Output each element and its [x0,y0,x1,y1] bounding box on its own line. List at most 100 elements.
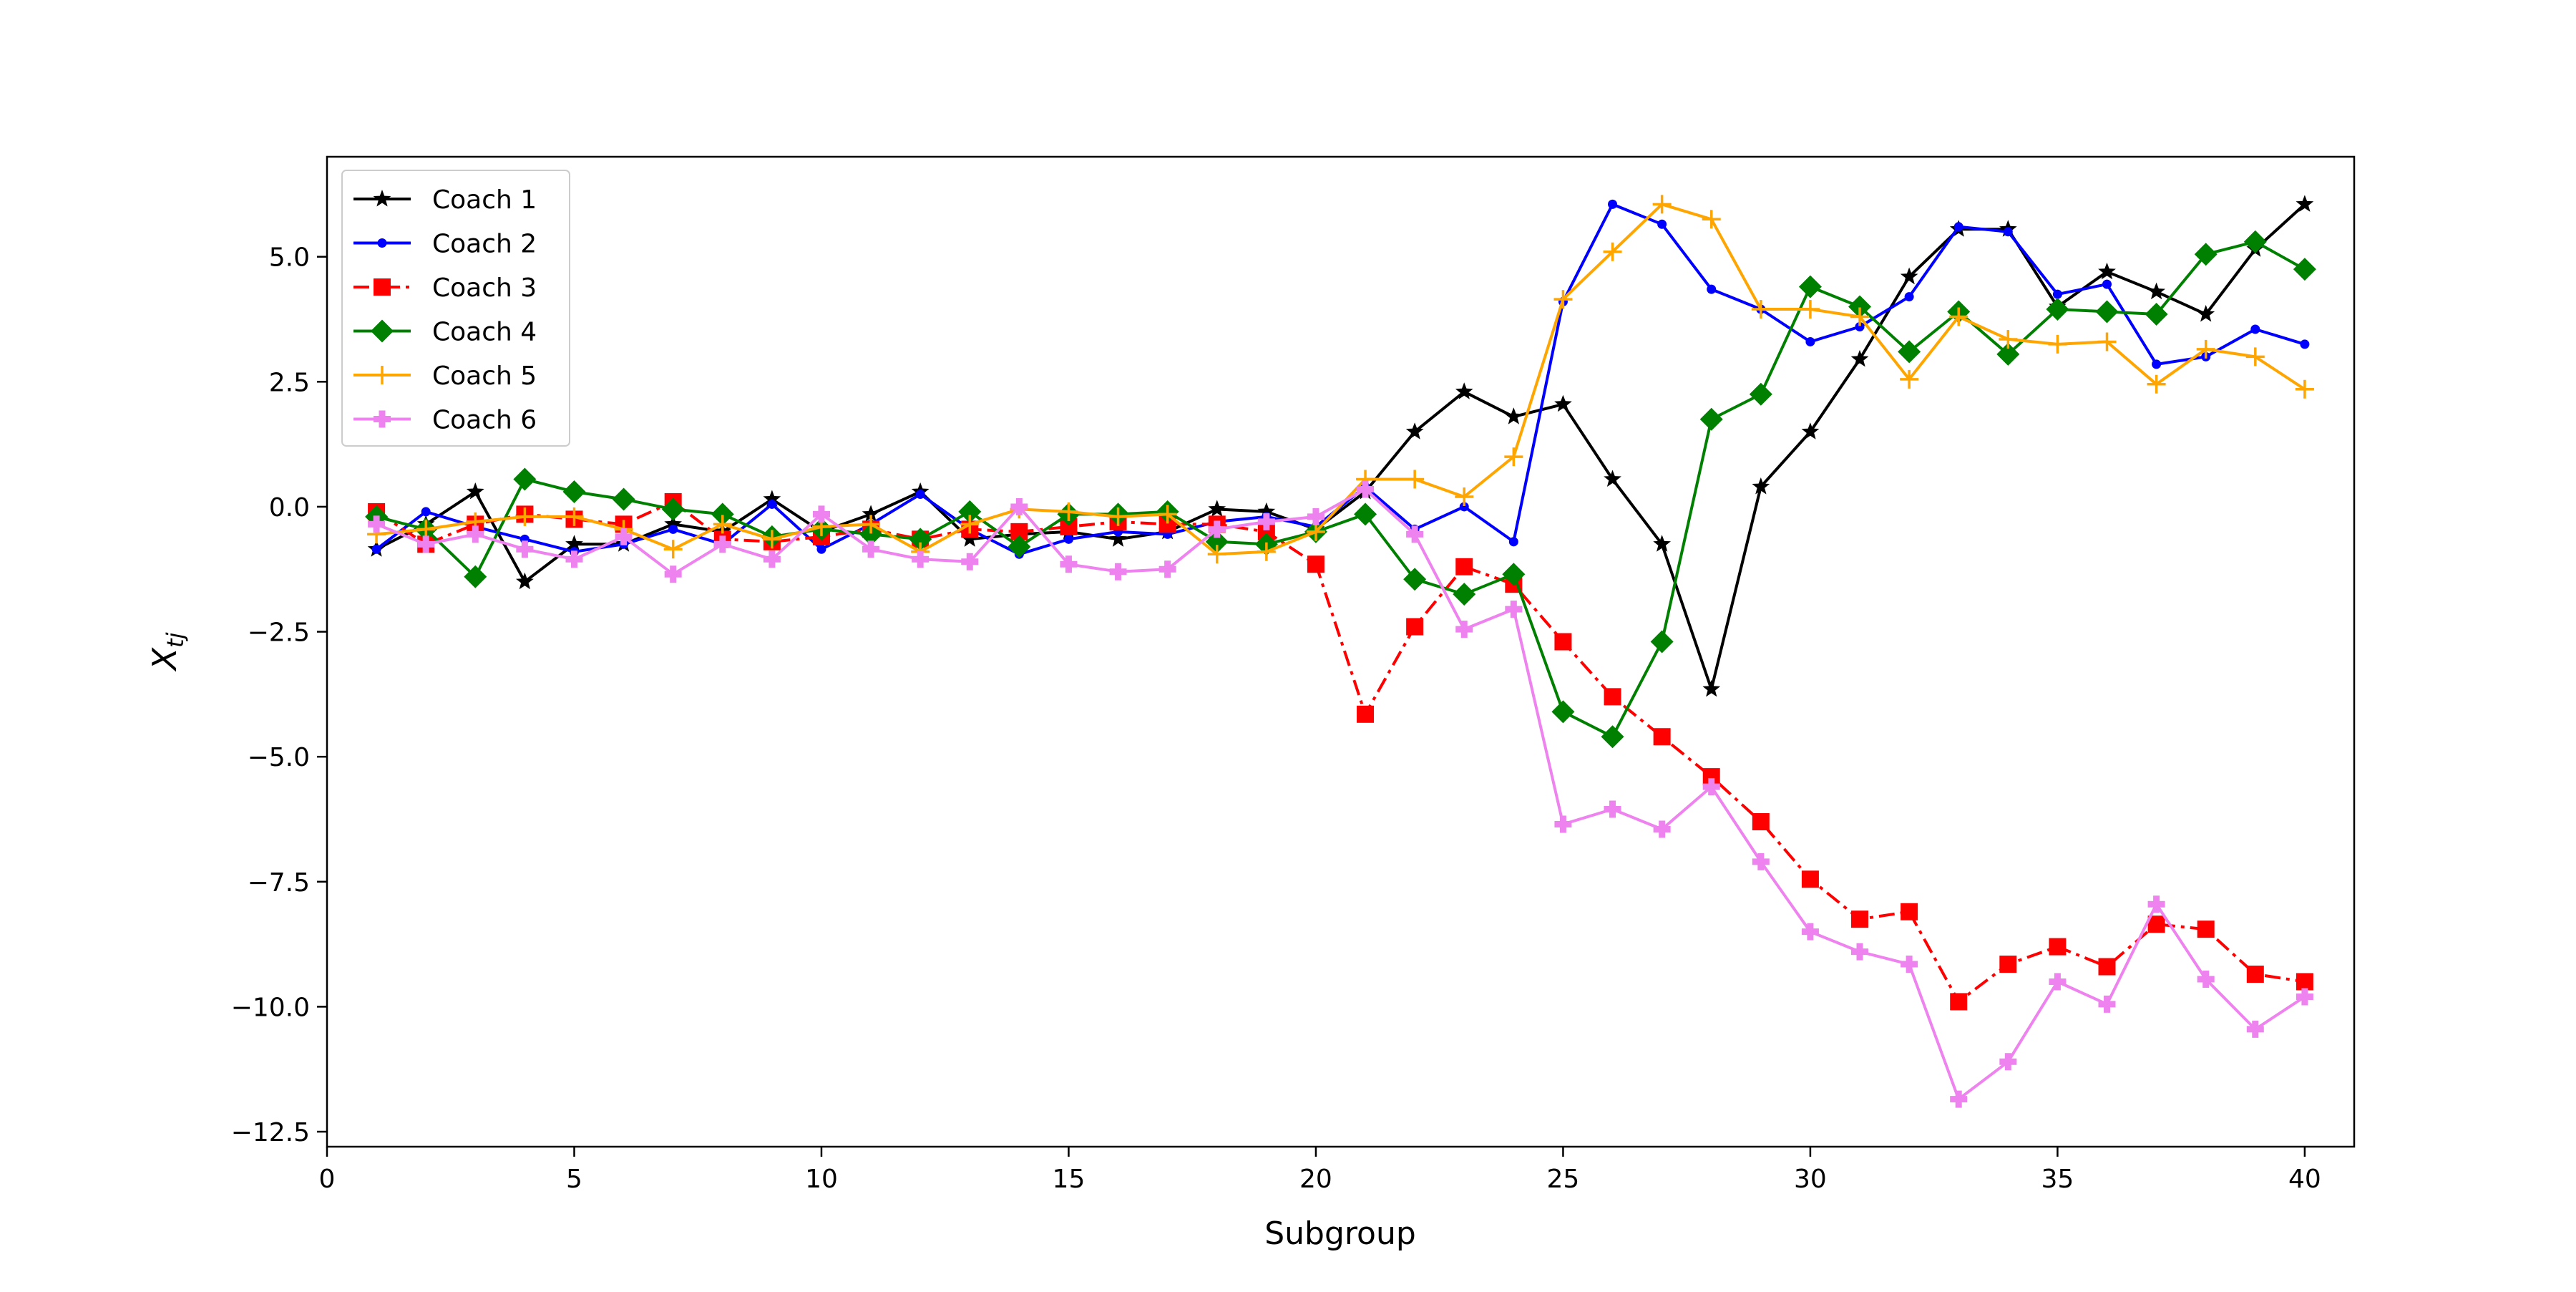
data-point [1403,568,1427,591]
data-point [2152,359,2162,369]
data-point [1307,555,1324,573]
data-point [1699,407,1723,431]
data-point [1060,555,1078,573]
data-point [1354,502,1377,526]
legend-marker [377,238,387,248]
data-point [1554,394,1572,412]
data-point [1953,222,1963,232]
data-point [1406,525,1424,543]
data-point [2048,334,2067,354]
data-point [816,544,826,554]
legend-label: Coach 1 [432,185,537,215]
series-4 [365,230,2316,749]
data-point [958,500,982,523]
data-point [615,528,633,545]
data-point [1996,342,2020,366]
data-point [909,528,932,551]
y-tick-label: −10.0 [231,993,310,1022]
data-point [862,515,881,534]
data-point [1551,700,1575,724]
data-point [1850,307,1870,326]
legend-label: Coach 6 [432,406,537,435]
data-point [711,502,734,526]
legend-item: Coach 1 [353,185,537,215]
data-point [1900,267,1918,285]
data-point [1357,480,1375,498]
data-point [767,499,777,509]
data-point [2097,332,2117,351]
data-point [2296,988,2313,1006]
data-point [1901,903,1918,921]
data-point [1502,563,1526,586]
data-point [1505,601,1523,618]
data-point [862,505,880,522]
legend-marker [373,190,391,207]
data-point [1702,210,1721,229]
data-point [1702,778,1720,796]
data-point [1752,477,1770,495]
x-tick-label: 15 [1053,1165,1085,1194]
data-point [1752,853,1770,870]
data-point [1653,820,1671,838]
data-point [1653,535,1671,552]
data-point [515,507,535,526]
data-point [763,490,781,507]
data-point [1801,422,1820,439]
data-point [2049,938,2067,956]
data-point [1505,407,1523,424]
data-point [2197,921,2215,938]
x-tick-label: 20 [1299,1165,1332,1194]
data-point [1751,300,1770,319]
data-point [2003,227,2013,237]
legend-item: Coach 6 [353,406,537,435]
data-point [1504,447,1523,467]
data-point [2197,971,2215,989]
series-5 [367,195,2314,564]
data-point [2147,282,2165,300]
data-point [2098,995,2116,1013]
data-point [2147,895,2165,913]
data-point [762,530,781,549]
data-point [2102,279,2112,289]
data-point [2098,958,2116,976]
legend-label: Coach 4 [432,318,537,347]
data-point [612,487,635,511]
data-point [565,550,583,568]
data-point [2250,324,2260,334]
data-point [1900,369,1919,389]
data-point [2147,374,2166,394]
data-point [1848,295,1872,319]
data-point [1453,583,1476,606]
legend-box [341,170,570,447]
data-point [2095,300,2119,324]
data-point [516,540,534,558]
x-axis-label: Subgroup [1264,1215,1416,1252]
legend-label: Coach 2 [432,230,537,259]
series-6 [368,480,2313,1108]
legend-marker [374,410,391,428]
data-point [862,540,880,558]
legend-label: Coach 3 [432,273,537,303]
data-point [1063,534,1073,544]
data-point [1707,284,1717,294]
data-point [960,515,980,534]
data-point [1158,560,1176,578]
data-point [1950,1090,1968,1108]
data-point [1950,993,1968,1011]
series-line [376,203,2306,556]
data-point [2246,1020,2264,1038]
data-point [1455,487,1474,506]
data-point [2197,305,2215,322]
data-point [1999,1053,2017,1071]
data-point [664,565,682,583]
data-point [1306,522,1325,541]
data-point [1459,502,1469,512]
data-point [1508,537,1518,547]
data-point [1702,679,1721,697]
data-point [1455,621,1473,638]
data-point [513,467,537,491]
data-point [1604,800,1621,818]
data-point [421,507,431,517]
data-point [1800,300,1820,319]
